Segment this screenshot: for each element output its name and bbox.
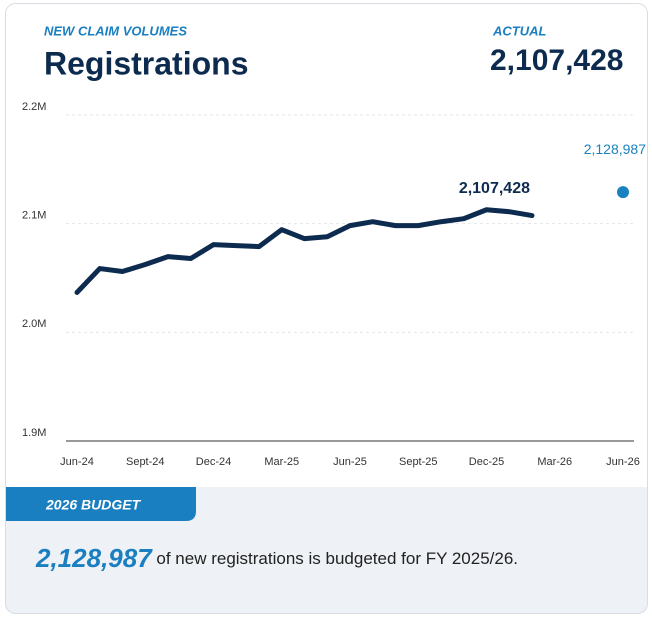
y-tick-label: 1.9M: [22, 427, 46, 439]
card-body: NEW CLAIM VOLUMES Registrations ACTUAL 2…: [5, 3, 648, 614]
x-tick-label: Dec-24: [196, 456, 231, 468]
x-tick-label: Jun-25: [333, 456, 367, 468]
line: [74, 207, 535, 295]
actual-value: 2,107,428: [490, 44, 623, 77]
footer-value: 2,128,987: [35, 543, 153, 573]
title: Registrations: [44, 45, 248, 81]
y-tick-label: 2.1M: [22, 210, 46, 222]
x-tick-label: Jun-24: [60, 456, 94, 468]
budget-dot: [617, 186, 629, 199]
footer-tab-label: 2026 BUDGET: [45, 497, 142, 513]
value-label: 2,107,428: [459, 180, 530, 197]
x-tick-label: Sept-25: [399, 456, 438, 468]
y-tick-label: 2.2M: [22, 101, 46, 113]
x-tick-label: Mar-25: [264, 456, 299, 468]
actual-label: ACTUAL: [492, 23, 546, 38]
kicker: NEW CLAIM VOLUMES: [44, 23, 187, 38]
footer-tab: [5, 487, 196, 521]
x-tick-label: Mar-26: [537, 456, 572, 468]
footer-sentence: 2,128,987 of new registrations is budget…: [35, 543, 518, 573]
footer-text: of new registrations is budgeted for FY …: [152, 549, 518, 568]
x-tick-label: Dec-25: [469, 456, 504, 468]
y-tick-label: 2.0M: [22, 318, 46, 330]
plot: 1.9M 2.0M 2.1M 2.2M Jun-24 Sept-24 Dec-24 Mar-2…: [22, 101, 646, 468]
x-tick-label: Sept-24: [126, 456, 165, 468]
x-tick-label: Jun-26: [606, 456, 640, 468]
value-label: 2,128,987: [584, 141, 646, 157]
card-border: [5, 3, 648, 614]
